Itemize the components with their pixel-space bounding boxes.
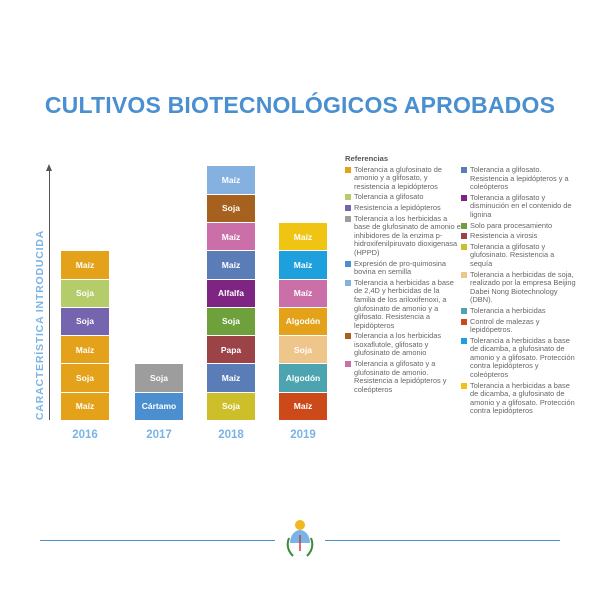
legend-swatch [461,233,467,240]
legend-swatch [345,333,351,340]
column-2016: Maíz Soja Maíz Soja Soja Maíz [61,251,109,420]
argentina-coat-of-arms-icon [286,520,314,557]
legend-item: Tolerancia a los herbicidas isoxaflutole… [345,332,461,358]
crop-block: Alfalfa [207,279,255,307]
crop-block: Algodón [279,307,327,336]
crop-block: Maíz [207,166,255,194]
legend-swatch [461,318,467,325]
legend-text: Expresión de pro-quimosina bovina en sem… [354,258,447,277]
column-2019: Maíz Algodón Soja Algodón Maíz Maíz Maíz [279,222,327,420]
legend-item: Tolerancia a los herbicidas a base de gl… [345,213,461,258]
legend-title: Referencias [345,154,389,163]
legend-item: Tolerancia a herbicidas a base de dicamb… [461,380,577,416]
crop-block: Maíz [279,279,327,307]
legend-swatch [461,243,467,250]
legend-item: Tolerancia a glifosato. Resistencia a le… [461,165,577,192]
crop-block: Maíz [61,251,109,279]
legend-column-1: Referencias Tolerancia a glufosinato de … [345,154,461,396]
legend-swatch [461,337,467,344]
crop-block: Soja [207,307,255,336]
legend-item: Expresión de pro-quimosina bovina en sem… [345,258,461,277]
legend-swatch [461,222,467,229]
legend-text: Control de malezas y lepidópetros. [470,316,540,335]
year-label: 2019 [290,429,316,441]
column-2017: Cártamo Soja [135,364,183,420]
crop-block: Maíz [61,392,109,420]
crop-block: Soja [61,279,109,307]
legend-text: Tolerancia a herbicidas de soja, realiza… [470,269,576,305]
legend-text: Tolerancia a glifosato y disminución en … [470,192,572,219]
legend-swatch [345,204,351,211]
legend-text: Solo para procesamiento [470,220,553,230]
legend-swatch [461,382,467,389]
footer-divider-left [40,540,275,541]
legend-swatch [345,361,351,368]
y-axis-arrow-icon [46,164,52,171]
legend-item: Tolerancia a herbicidas a base de dicamb… [461,335,577,380]
legend-swatch [461,271,467,278]
legend-item: Tolerancia a glifosato [345,193,461,202]
legend-text: Tolerancia a herbicidas a base de dicamb… [470,380,575,416]
legend-item: Tolerancia a herbicidas a base de 2,4D y… [345,277,461,331]
legend-text: Tolerancia a glufosinato de amonio y a g… [354,164,442,191]
legend-item: Control de malezas y lepidópetros. [461,316,577,335]
legend-item: Solo para procesamiento [461,220,577,231]
crop-block: Soja [61,307,109,336]
legend-text: Tolerancia a glifosato. Resistencia a le… [470,165,569,192]
crop-block: Soja [61,364,109,392]
y-axis-label: CARACTERÍSTICA INTRODUCIDA [34,229,46,421]
year-label: 2017 [146,429,172,441]
footer-divider-right [325,540,560,541]
legend-swatch [461,167,467,173]
legend-swatch [461,194,467,201]
legend-text: Tolerancia a los herbicidas a base de gl… [354,213,461,257]
legend-text: Tolerancia a herbicidas a base de dicamb… [470,335,575,380]
legend-item: Resistencia a virosis [461,232,577,241]
legend-item: Tolerancia a glifosato y glufosinato. Re… [461,241,577,269]
legend-swatch [345,279,351,286]
crop-block: Maíz [207,364,255,392]
legend-item: Tolerancia a glifosato y a glufosinato d… [345,359,461,394]
legend-swatch [345,194,351,201]
crop-block: Papa [207,336,255,364]
crop-block: Maíz [207,222,255,251]
crop-block: Soja [207,194,255,222]
year-label: 2018 [218,429,244,441]
legend-item: Tolerancia a herbicidas [461,305,577,316]
crop-block: Soja [207,392,255,420]
legend-item: Tolerancia a herbicidas de soja, realiza… [461,269,577,305]
legend-item: Tolerancia a glufosinato de amonio y a g… [345,164,461,192]
year-label: 2016 [72,429,98,441]
legend-swatch [345,166,351,173]
crop-block: Maíz [207,251,255,279]
legend-item: Tolerancia a glifosato y disminución en … [461,192,577,220]
crop-block: Algodón [279,364,327,392]
legend-column-2: Tolerancia a glifosato. Resistencia a le… [461,165,577,418]
page-title: CULTIVOS BIOTECNOLÓGICOS APROBADOS [44,92,556,118]
y-axis [49,170,50,420]
legend-text: Tolerancia a glifosato [354,192,424,202]
legend-text: Resistencia a virosis [470,231,538,241]
legend-text: Resistencia a lepidópteros [354,202,441,212]
crop-block: Soja [279,336,327,364]
legend-swatch [345,260,351,267]
crop-block: Cártamo [135,392,183,420]
legend-text: Tolerancia a herbicidas a base de 2,4D y… [354,277,454,330]
crop-block: Maíz [279,251,327,279]
column-2018: Soja Maíz Papa Soja Alfalfa Maíz Maíz Soja Maíz [207,166,255,420]
crop-block: Soja [135,364,183,392]
legend-text: Tolerancia a glifosato y a glufosinato d… [354,359,447,394]
legend-text: Tolerancia a herbicidas [470,305,546,315]
crop-block: Maíz [279,392,327,420]
legend-swatch [461,307,467,314]
legend-text: Tolerancia a glifosato y glufosinato. Re… [470,241,555,268]
crop-block: Maíz [61,336,109,364]
crop-block: Maíz [279,222,327,251]
legend-item: Resistencia a lepidópteros [345,202,461,213]
legend-text: Tolerancia a los herbicidas isoxaflutole… [354,331,442,358]
legend-swatch [345,215,351,222]
